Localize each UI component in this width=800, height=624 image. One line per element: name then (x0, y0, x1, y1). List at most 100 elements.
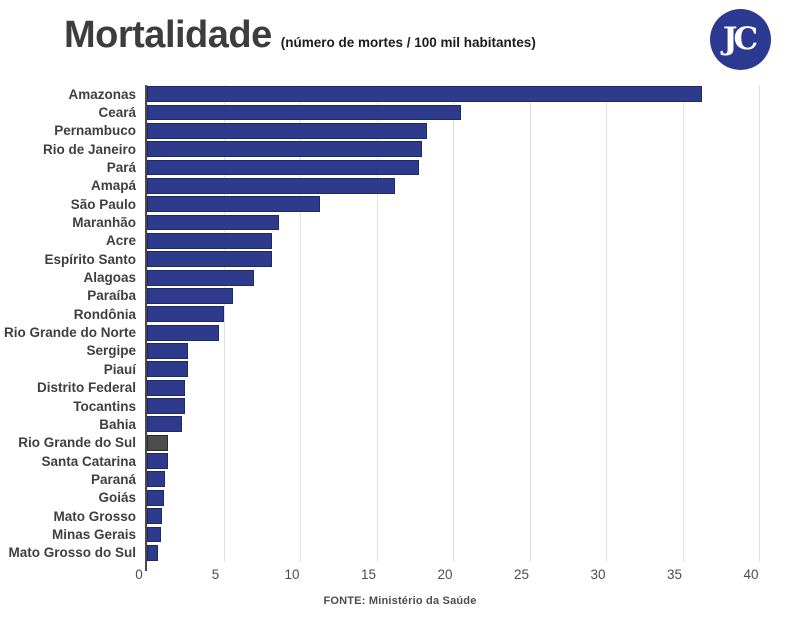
page-title: Mortalidade (64, 14, 272, 56)
chart-row: Paraná (0, 470, 800, 488)
y-axis-line (145, 85, 147, 571)
category-label: Goiás (98, 490, 136, 506)
jc-logo-text: JC (722, 21, 758, 57)
category-label: Tocantins (73, 398, 136, 414)
category-label: Sergipe (86, 343, 136, 359)
chart-row: Maranhão (0, 213, 800, 231)
bar (147, 453, 169, 469)
x-tick-label: 40 (743, 567, 759, 582)
x-tick-label: 30 (590, 567, 606, 582)
bar-track (147, 526, 800, 543)
chart-row: Amapá (0, 177, 800, 195)
x-tick-label: 20 (437, 567, 453, 582)
category-label: Mato Grosso do Sul (8, 545, 136, 561)
category-label: São Paulo (70, 196, 136, 212)
bar-track (147, 508, 800, 524)
x-tick-label: 0 (135, 567, 143, 582)
chart-row: Pará (0, 158, 800, 176)
x-tick-label: 25 (513, 567, 530, 582)
category-label: Bahia (99, 416, 136, 432)
bar (147, 86, 703, 103)
x-tick-label: 15 (360, 567, 377, 582)
chart-row: Rio de Janeiro (0, 140, 800, 158)
category-label: Piauí (103, 361, 136, 377)
category-label: Rondônia (73, 306, 136, 322)
category-label: Amapá (90, 178, 136, 194)
bar (147, 159, 420, 176)
bar (147, 471, 166, 488)
bar-track (147, 324, 800, 341)
category-label: Ceará (98, 105, 136, 121)
bar (147, 361, 189, 378)
bar (147, 489, 164, 506)
category-label: Distrito Federal (36, 380, 136, 396)
bar-track (147, 361, 800, 378)
bar (147, 544, 158, 561)
category-label: Rio de Janeiro (42, 141, 136, 157)
bar (147, 306, 224, 323)
category-label: Paraná (90, 471, 136, 487)
bar-track (147, 104, 800, 121)
x-tick-label: 5 (211, 567, 220, 582)
bar (147, 269, 255, 286)
bar-track (147, 177, 800, 194)
bar (147, 104, 461, 121)
chart-row: Amazonas (0, 85, 800, 103)
chart-row: Minas Gerais (0, 525, 800, 543)
category-label: Pará (106, 160, 136, 176)
bar-track (147, 196, 800, 213)
bar (147, 526, 161, 543)
bar (147, 251, 273, 268)
bar-track (147, 269, 800, 286)
chart-row: Rondônia (0, 305, 800, 323)
bar-track (147, 141, 800, 158)
bar-track (147, 434, 800, 451)
bar (147, 343, 189, 359)
chart-row: Rio Grande do Norte (0, 323, 800, 341)
bar (147, 214, 279, 231)
x-tick-label: 10 (284, 567, 300, 582)
chart-row: Mato Grosso (0, 507, 800, 525)
chart-row: Mato Grosso do Sul (0, 544, 800, 562)
bar-track (147, 544, 800, 561)
bar-track (147, 398, 800, 414)
chart-row: Santa Catarina (0, 452, 800, 470)
category-label: Rio Grande do Sul (18, 435, 136, 451)
chart-row: São Paulo (0, 195, 800, 213)
bar-track (147, 288, 800, 304)
category-label: Santa Catarina (41, 453, 136, 469)
bar (147, 196, 320, 213)
bar-track (147, 122, 800, 139)
category-label: Amazonas (68, 86, 136, 102)
bar-track (147, 343, 800, 359)
bar-track (147, 379, 800, 396)
chart-row: Piauí (0, 360, 800, 378)
category-label: Acre (105, 233, 136, 249)
chart-row: Distrito Federal (0, 379, 800, 397)
chart-row: Paraíba (0, 287, 800, 305)
bar-track (147, 471, 800, 488)
chart-row: Sergipe (0, 342, 800, 360)
bar-track (147, 233, 800, 249)
jc-logo: JC (710, 9, 771, 70)
chart-row: Ceará (0, 103, 800, 121)
category-label: Alagoas (83, 270, 136, 286)
bar-track (147, 416, 800, 433)
category-label: Minas Gerais (51, 526, 136, 542)
category-label: Mato Grosso (53, 508, 136, 524)
bar (147, 288, 233, 304)
x-tick-label: 35 (666, 567, 683, 582)
chart-row: Pernambuco (0, 122, 800, 140)
header: Mortalidade (número de mortes / 100 mil h… (0, 0, 800, 82)
chart-row: Acre (0, 232, 800, 250)
bar (147, 177, 395, 194)
bar-chart: Amazonas Ceará Pernambuco Rio de Janeiro Par… (0, 85, 800, 595)
bar-track (147, 214, 800, 231)
x-axis-ticks: 0 5 10 15 20 25 30 35 40 (135, 567, 775, 585)
bar (147, 141, 423, 158)
bar-track (147, 159, 800, 176)
chart-row: Rio Grande do Sul (0, 434, 800, 452)
bar-track (147, 489, 800, 506)
bar (147, 416, 183, 433)
bar-track (147, 251, 800, 268)
